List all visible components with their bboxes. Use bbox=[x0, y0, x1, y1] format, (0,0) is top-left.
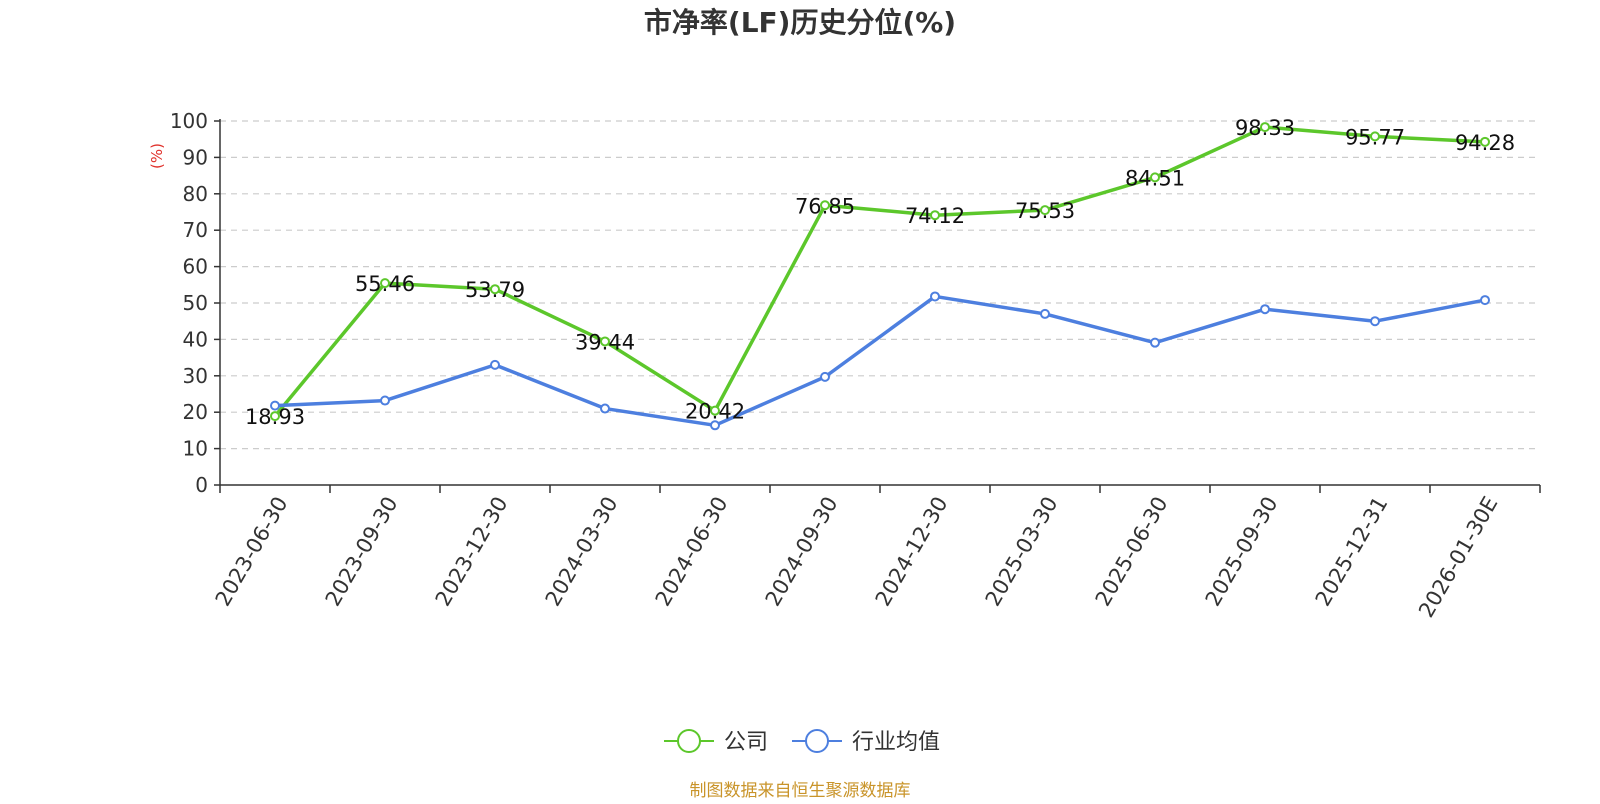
y-tick-label: 70 bbox=[183, 218, 208, 242]
y-tick-label: 10 bbox=[183, 437, 208, 461]
series-1-point bbox=[1150, 172, 1160, 183]
legend[interactable]: 公司 行业均值 bbox=[664, 729, 940, 755]
series-1-point bbox=[490, 284, 500, 295]
data-label: 75.53 bbox=[1015, 199, 1075, 223]
series-layer bbox=[270, 122, 1490, 431]
x-tick-label: 2025-03-30 bbox=[981, 493, 1063, 611]
series-2-point bbox=[1150, 337, 1160, 348]
series-line-1 bbox=[273, 125, 1487, 418]
series-1-point bbox=[1370, 131, 1380, 142]
y-tick-label: 50 bbox=[183, 291, 208, 315]
series-1-point bbox=[930, 210, 940, 221]
series-1-point bbox=[1040, 205, 1050, 216]
x-tick-label: 2023-06-30 bbox=[211, 493, 293, 611]
data-label: 18.93 bbox=[245, 405, 305, 429]
series-2-point bbox=[600, 403, 610, 414]
series-2-point bbox=[270, 400, 280, 411]
data-label: 53.79 bbox=[465, 278, 525, 302]
series-2-point bbox=[1480, 295, 1490, 306]
series-1-point bbox=[380, 278, 390, 289]
y-tick-label: 0 bbox=[195, 473, 208, 497]
x-tick-label: 2024-12-30 bbox=[871, 493, 953, 611]
chart-title: 市净率(LF)历史分位(%) bbox=[644, 6, 956, 39]
legend-item-1[interactable]: 公司 bbox=[664, 729, 768, 755]
y-tick-label: 20 bbox=[183, 400, 208, 424]
x-tick-label: 2024-06-30 bbox=[651, 493, 733, 611]
series-line-2 bbox=[273, 294, 1487, 428]
legend-swatch-marker bbox=[805, 729, 829, 753]
data-label: 20.42 bbox=[685, 400, 745, 424]
data-label: 74.12 bbox=[905, 204, 965, 228]
series-2-point bbox=[1370, 316, 1380, 327]
series-2-point bbox=[380, 395, 390, 406]
grid-layer bbox=[220, 120, 1540, 450]
data-label: 95.77 bbox=[1345, 125, 1405, 149]
series-1-point bbox=[710, 405, 720, 416]
source-note: 制图数据来自恒生聚源数据库 bbox=[690, 781, 911, 800]
x-tick-label: 2026-01-30E bbox=[1414, 493, 1502, 622]
x-tick-label: 2025-12-31 bbox=[1311, 493, 1393, 611]
data-label: 94.28 bbox=[1455, 131, 1515, 155]
data-label: 55.46 bbox=[355, 272, 415, 296]
y-axis-unit: (%) bbox=[148, 143, 166, 169]
series-2-point bbox=[1260, 304, 1270, 315]
series-2-point bbox=[820, 371, 830, 382]
y-tick-label: 90 bbox=[183, 145, 208, 169]
data-label-layer: 18.93 55.46 53.79 39.44 20.42 76.85 74.12 75.53… bbox=[245, 116, 1515, 429]
series-1-point bbox=[270, 411, 280, 422]
y-tick-label: 80 bbox=[183, 182, 208, 206]
data-label: 98.33 bbox=[1235, 116, 1295, 140]
series-1-point bbox=[600, 336, 610, 347]
y-tick-label: 100 bbox=[170, 109, 208, 133]
x-tick-label: 2025-09-30 bbox=[1201, 493, 1283, 611]
x-tick-label: 2023-12-30 bbox=[431, 493, 513, 611]
legend-swatch-marker bbox=[677, 729, 701, 753]
legend-label: 公司 bbox=[724, 730, 768, 755]
x-tick-label: 2023-09-30 bbox=[321, 493, 403, 611]
legend-item-2[interactable]: 行业均值 bbox=[792, 729, 940, 755]
x-tick-label: 2024-03-30 bbox=[541, 493, 623, 611]
series-1-point bbox=[1260, 122, 1270, 133]
x-tick-label: 2024-09-30 bbox=[761, 493, 843, 611]
x-tick-label: 2025-06-30 bbox=[1091, 493, 1173, 611]
legend-label: 行业均值 bbox=[852, 730, 940, 755]
data-label: 84.51 bbox=[1125, 166, 1185, 190]
series-2-point bbox=[490, 359, 500, 370]
series-1-point bbox=[820, 200, 830, 211]
series-1-point bbox=[1480, 136, 1490, 147]
series-2-point bbox=[930, 291, 940, 302]
series-2-point bbox=[1040, 308, 1050, 319]
y-tick-label: 60 bbox=[183, 255, 208, 279]
series-2-point bbox=[710, 420, 720, 431]
data-label: 39.44 bbox=[575, 330, 635, 354]
data-label: 76.85 bbox=[795, 194, 855, 218]
y-tick-label: 40 bbox=[183, 327, 208, 351]
axis-layer: 0 10 20 30 40 50 60 70 80 90 100 2023-06-30 2023-09-… bbox=[170, 109, 1541, 622]
y-tick-label: 30 bbox=[183, 364, 208, 388]
